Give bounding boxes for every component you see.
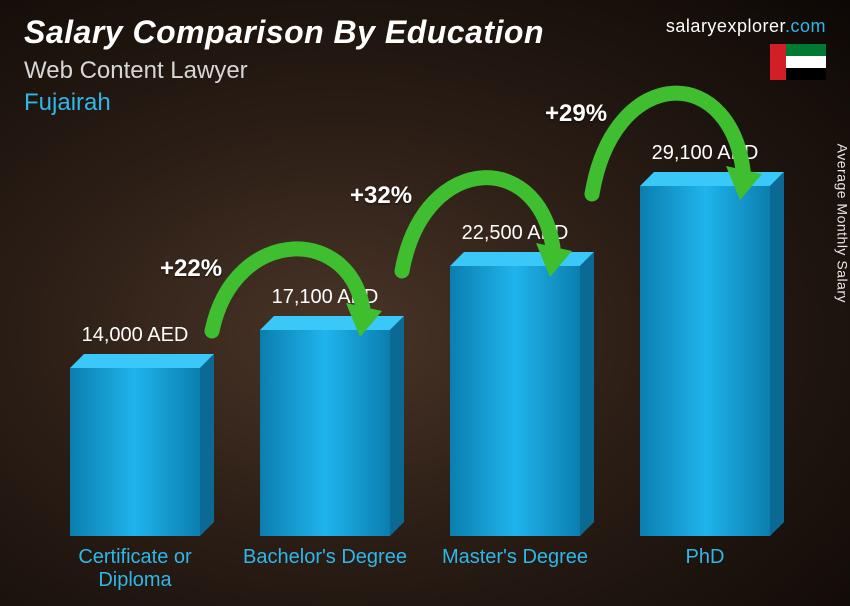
bar-group: 22,500 AEDMaster's Degree [440, 266, 590, 536]
category-label: Bachelor's Degree [235, 546, 415, 569]
brand-name: salaryexplorer [666, 16, 785, 36]
bar-group: 14,000 AEDCertificate or Diploma [60, 368, 210, 536]
increment-label: +22% [160, 255, 222, 283]
bar [640, 186, 770, 536]
bar [450, 266, 580, 536]
bar-group: 29,100 AEDPhD [630, 186, 780, 536]
increment-label: +32% [350, 182, 412, 210]
category-label: PhD [615, 546, 795, 569]
value-label: 17,100 AED [225, 286, 425, 309]
value-label: 29,100 AED [605, 142, 805, 165]
y-axis-label: Average Monthly Salary [834, 144, 850, 303]
bar [70, 368, 200, 536]
location: Fujairah [24, 89, 826, 117]
bar-group: 17,100 AEDBachelor's Degree [250, 330, 400, 536]
uae-flag-icon [770, 44, 826, 80]
bar-chart: 14,000 AEDCertificate or Diploma 17,100 A… [40, 130, 790, 536]
subtitle: Web Content Lawyer [24, 57, 826, 85]
brand-logo: salaryexplorer.com [666, 16, 826, 37]
value-label: 14,000 AED [35, 324, 235, 347]
brand-suffix: .com [785, 16, 826, 36]
value-label: 22,500 AED [415, 222, 615, 245]
increment-label: +29% [545, 100, 607, 128]
bar [260, 330, 390, 536]
category-label: Master's Degree [425, 546, 605, 569]
category-label: Certificate or Diploma [45, 546, 225, 592]
